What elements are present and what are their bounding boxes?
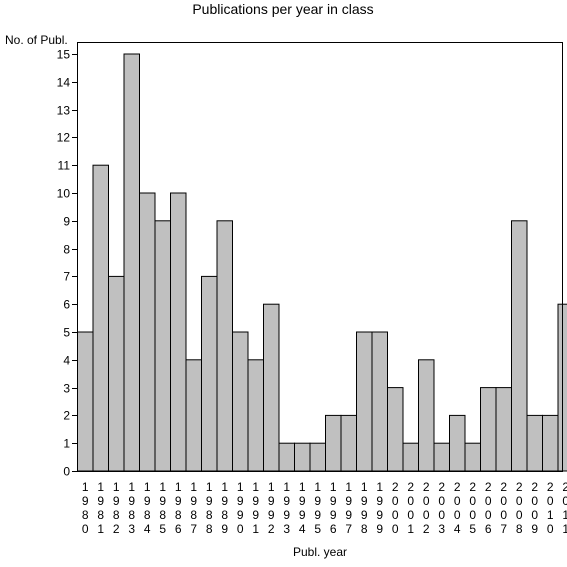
- y-tick-label: 1: [63, 437, 70, 451]
- y-tick-label: 4: [63, 354, 70, 368]
- bar-2007: [495, 387, 512, 472]
- bar-1993: [278, 442, 295, 472]
- y-tick-label: 14: [57, 76, 71, 90]
- y-tick-label: 5: [63, 326, 70, 340]
- bar-2009: [526, 414, 543, 472]
- bar-2010: [542, 414, 559, 472]
- bar-1986: [170, 192, 187, 472]
- bar-series: [77, 53, 567, 472]
- y-tick-label: 6: [63, 298, 70, 312]
- bar-2008: [511, 220, 528, 472]
- x-axis: 1 9 8 0 1 9 8 1 1 9 8 2 1 9 8 3 1 9 8 4 1 9 8 5 1 9 8 6 1 9 8 7 1 9 8 8 1 9 8 9…: [82, 480, 567, 536]
- y-tick-label: 7: [63, 270, 70, 284]
- bar-1985: [154, 220, 171, 472]
- bar-1999: [371, 331, 388, 472]
- bar-1994: [294, 442, 311, 472]
- plot-frame: [77, 42, 563, 472]
- y-tick-label: 12: [57, 131, 71, 145]
- bar-1988: [201, 275, 218, 472]
- bar-2003: [433, 442, 450, 472]
- bar-1984: [139, 192, 156, 472]
- y-tick-label: 15: [57, 48, 71, 62]
- bar-1980: [77, 331, 94, 472]
- y-tick-label: 10: [57, 187, 71, 201]
- bar-1998: [356, 331, 373, 472]
- y-tick-label: 3: [63, 382, 70, 396]
- bar-1990: [232, 331, 249, 472]
- y-tick-label: 8: [63, 243, 70, 257]
- y-tick-label: 9: [63, 215, 70, 229]
- bar-1987: [185, 359, 202, 472]
- chart-title: Publications per year in class: [192, 1, 373, 17]
- bar-2006: [480, 387, 497, 472]
- bar-2005: [464, 442, 481, 472]
- y-tick-label: 11: [58, 159, 71, 173]
- y-tick-label: 2: [63, 409, 70, 423]
- bar-1995: [309, 442, 326, 472]
- bar-1992: [263, 303, 280, 472]
- y-axis-label: No. of Publ.: [5, 33, 68, 47]
- y-tick-label: 13: [57, 104, 71, 118]
- bar-1981: [92, 164, 109, 472]
- bar-1983: [123, 53, 140, 472]
- bar-2000: [387, 387, 404, 472]
- bar-2001: [402, 442, 419, 472]
- bar-1997: [340, 414, 357, 472]
- y-tick-label: 0: [63, 465, 70, 479]
- bar-1996: [325, 414, 342, 472]
- bar-2004: [449, 414, 466, 472]
- bar-2002: [418, 359, 435, 472]
- bar-1989: [216, 220, 233, 472]
- bar-1982: [108, 275, 125, 472]
- x-axis-label: Publ. year: [293, 545, 347, 559]
- bar-1991: [247, 359, 264, 472]
